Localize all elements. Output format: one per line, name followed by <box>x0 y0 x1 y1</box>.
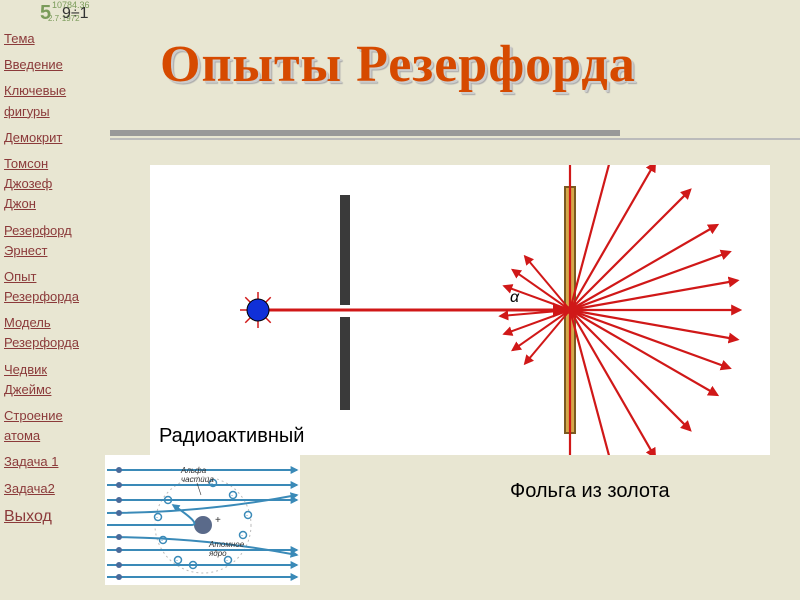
nav-rutherford[interactable]: Резерфорд <box>4 222 105 240</box>
nav-intro[interactable]: Введение <box>4 56 105 74</box>
nav-thomson[interactable]: Томсон <box>4 155 105 173</box>
nav-chadwick[interactable]: Чедвик <box>4 361 105 379</box>
svg-text:-: - <box>241 533 243 539</box>
svg-text:-: - <box>226 558 228 564</box>
sidebar-nav: Тема Введение Ключевые фигуры Демокрит Т… <box>0 30 105 536</box>
nav-exit[interactable]: Выход <box>4 506 105 528</box>
nav-structure[interactable]: Строение <box>4 407 105 425</box>
svg-text:-: - <box>231 493 233 499</box>
nav-rutherford-2[interactable]: Эрнест <box>4 242 105 260</box>
nav-thomson-3[interactable]: Джон <box>4 195 105 213</box>
slide-title: Опыты Резерфорда <box>160 35 636 94</box>
nav-structure-2[interactable]: атома <box>4 427 105 445</box>
nav-chadwick-2[interactable]: Джеймс <box>4 381 105 399</box>
svg-text:-: - <box>156 515 158 521</box>
svg-text:α: α <box>510 289 520 306</box>
nav-key-figures-2[interactable]: фигуры <box>4 103 105 121</box>
nav-democritus[interactable]: Демокрит <box>4 129 105 147</box>
svg-text:-: - <box>246 513 248 519</box>
nav-experiment[interactable]: Опыт <box>4 268 105 286</box>
svg-text:Альфа: Альфа <box>180 466 207 475</box>
nav-key-figures[interactable]: Ключевые <box>4 82 105 100</box>
svg-text:+: + <box>215 515 221 526</box>
svg-text:ядро: ядро <box>208 549 227 558</box>
nav-task2[interactable]: Задача2 <box>4 480 105 498</box>
label-gold-foil: Фольга из золота <box>510 480 670 503</box>
rutherford-diagram: α <box>150 165 770 455</box>
atom-scattering-diagram: +----------АльфачастицаАтомноеядро <box>105 455 300 585</box>
nav-thomson-2[interactable]: Джозеф <box>4 175 105 193</box>
svg-text:Атомное: Атомное <box>208 540 245 549</box>
label-radioactive-source: Радиоактивный <box>155 425 308 448</box>
nav-task1[interactable]: Задача 1 <box>4 453 105 471</box>
title-underline <box>110 130 800 140</box>
nav-tema[interactable]: Тема <box>4 30 105 48</box>
decor-formula: 9÷1 <box>62 5 89 23</box>
nav-model-2[interactable]: Резерфорда <box>4 334 105 352</box>
nav-model[interactable]: Модель <box>4 314 105 332</box>
svg-text:-: - <box>176 558 178 564</box>
svg-text:частица: частица <box>181 475 214 484</box>
nav-experiment-2[interactable]: Резерфорда <box>4 288 105 306</box>
